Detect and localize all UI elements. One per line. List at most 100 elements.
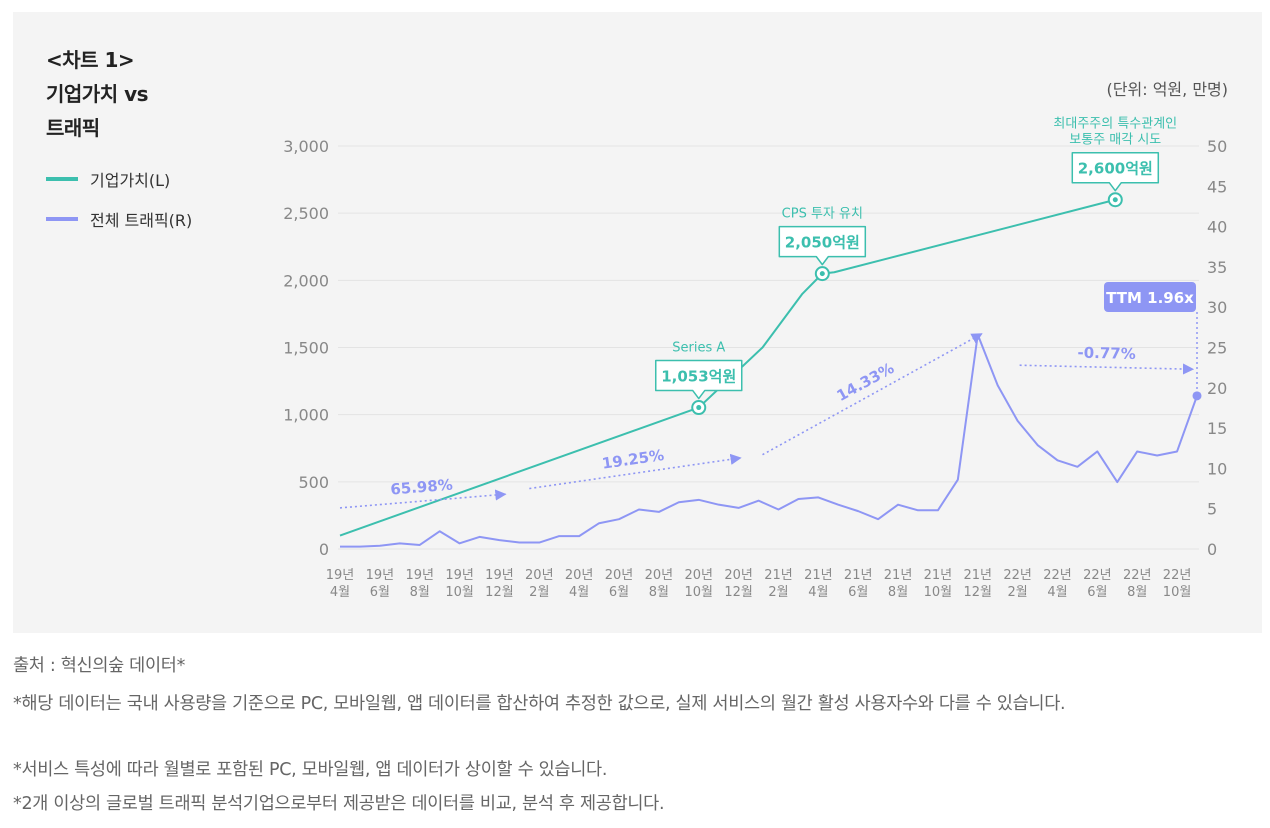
source-note: 출처 : 혁신의숲 데이터* bbox=[13, 656, 186, 676]
x-tick-label-month: 10월 bbox=[445, 585, 474, 600]
growth-label: 14.33% bbox=[834, 359, 897, 405]
valuation-marker-dot bbox=[1112, 197, 1118, 203]
traffic-end-point bbox=[1192, 391, 1202, 401]
x-tick-label-year: 20년 bbox=[684, 568, 713, 583]
x-tick-label-month: 2월 bbox=[529, 585, 549, 600]
valuation-label: 2,050억원 bbox=[785, 234, 860, 252]
valuation-label: 1,053억원 bbox=[661, 368, 736, 386]
y-left-tick-label: 500 bbox=[298, 473, 329, 492]
valuation-marker-dot bbox=[819, 271, 825, 277]
x-tick-label-month: 8월 bbox=[410, 585, 430, 600]
growth-arrow bbox=[529, 453, 742, 490]
y-right-tick-label: 20 bbox=[1207, 379, 1227, 398]
x-tick-label-year: 20년 bbox=[525, 568, 554, 583]
growth-arrow bbox=[762, 333, 983, 456]
y-left-tick-label: 2,000 bbox=[283, 271, 329, 290]
x-tick-label-year: 21년 bbox=[924, 568, 953, 583]
y-right-tick-label: 5 bbox=[1207, 500, 1217, 519]
x-tick-label-year: 21년 bbox=[884, 568, 913, 583]
valuation-callout bbox=[1071, 151, 1160, 192]
growth-arrow bbox=[1019, 363, 1195, 375]
ttm-badge bbox=[1104, 282, 1196, 312]
x-tick-label-year: 19년 bbox=[445, 568, 474, 583]
growth-label: 65.98% bbox=[390, 476, 454, 499]
legend-item-value: 기업가치(L) bbox=[46, 168, 170, 190]
x-tick-label-year: 20년 bbox=[645, 568, 674, 583]
chart-title-line2: 트래픽 bbox=[46, 116, 100, 140]
legend-swatch-traffic bbox=[46, 217, 78, 221]
x-tick-label-month: 8월 bbox=[888, 585, 908, 600]
x-tick-label-month: 12월 bbox=[724, 585, 753, 600]
x-tick-label-year: 21년 bbox=[964, 568, 993, 583]
x-tick-label-month: 6월 bbox=[609, 585, 629, 600]
x-tick-label-month: 10월 bbox=[684, 585, 713, 600]
x-tick-label-month: 10월 bbox=[1163, 585, 1192, 600]
y-left-tick-label: 2,500 bbox=[283, 204, 329, 223]
x-tick-label-month: 6월 bbox=[370, 585, 390, 600]
y-left-tick-label: 1,000 bbox=[283, 406, 329, 425]
x-tick-label-month: 12월 bbox=[964, 585, 993, 600]
valuation-label: 2,600억원 bbox=[1078, 160, 1153, 178]
x-tick-label-year: 22년 bbox=[1043, 568, 1072, 583]
traffic-series-line bbox=[340, 333, 1198, 548]
y-right-tick-label: 10 bbox=[1207, 459, 1227, 478]
x-tick-label-month: 8월 bbox=[649, 585, 669, 600]
chart-number: <차트 1> bbox=[46, 48, 135, 72]
x-tick-label-year: 19년 bbox=[405, 568, 434, 583]
legend-swatch-value bbox=[46, 177, 78, 181]
x-tick-label-month: 6월 bbox=[1087, 585, 1107, 600]
x-tick-label-year: 19년 bbox=[485, 568, 514, 583]
line-chart: 0 500 1,000 1,500 2,000 2,500 3,000 0 5 10 15 20 25 3… bbox=[283, 117, 1227, 600]
x-tick-label-month: 2월 bbox=[768, 585, 788, 600]
x-tick-label-year: 20년 bbox=[724, 568, 753, 583]
chart-title-line1: 기업가치 vs bbox=[46, 82, 149, 106]
x-tick-label-year: 22년 bbox=[1163, 568, 1192, 583]
chart-panel bbox=[13, 12, 1262, 633]
valuation-callout bbox=[654, 359, 743, 400]
x-tick-label-year: 22년 bbox=[1083, 568, 1112, 583]
growth-label: -0.77% bbox=[1077, 344, 1136, 363]
legend-label-traffic: 전체 트래픽(R) bbox=[90, 211, 193, 230]
y-right-tick-label: 15 bbox=[1207, 419, 1227, 438]
y-left-tick-label: 0 bbox=[319, 540, 329, 559]
ttm-badge-label: TTM 1.96x bbox=[1106, 289, 1194, 307]
y-right-tick-label: 35 bbox=[1207, 258, 1227, 277]
y-right-tick-label: 0 bbox=[1207, 540, 1217, 559]
x-tick-label-year: 22년 bbox=[1123, 568, 1152, 583]
y-right-tick-label: 50 bbox=[1207, 137, 1227, 156]
y-left-tick-label: 3,000 bbox=[283, 137, 329, 156]
growth-label: 19.25% bbox=[601, 446, 665, 473]
x-tick-label-year: 20년 bbox=[565, 568, 594, 583]
x-tick-label-month: 8월 bbox=[1127, 585, 1147, 600]
x-tick-label-year: 19년 bbox=[326, 568, 355, 583]
valuation-callout bbox=[778, 225, 867, 266]
x-tick-label-month: 4월 bbox=[1047, 585, 1067, 600]
footnote-1: *해당 데이터는 국내 사용량을 기준으로 PC, 모바일웹, 앱 데이터를 합… bbox=[13, 694, 1066, 714]
x-tick-label-month: 12월 bbox=[485, 585, 514, 600]
y-right-tick-label: 30 bbox=[1207, 298, 1227, 317]
x-tick-label-month: 4월 bbox=[808, 585, 828, 600]
valuation-caption: CPS 투자 유치 bbox=[782, 207, 863, 222]
footnote-3: *2개 이상의 글로벌 트래픽 분석기업으로부터 제공받은 데이터를 비교, 분… bbox=[13, 794, 665, 814]
legend-label-value: 기업가치(L) bbox=[90, 171, 171, 190]
y-right-tick-label: 40 bbox=[1207, 218, 1227, 237]
x-tick-label-month: 6월 bbox=[848, 585, 868, 600]
y-right-tick-label: 45 bbox=[1207, 177, 1227, 196]
x-tick-label-month: 4월 bbox=[330, 585, 350, 600]
x-tick-label-month: 4월 bbox=[569, 585, 589, 600]
x-tick-label-year: 19년 bbox=[366, 568, 395, 583]
x-tick-label-year: 20년 bbox=[605, 568, 634, 583]
x-tick-label-year: 22년 bbox=[1003, 568, 1032, 583]
x-tick-label-year: 21년 bbox=[844, 568, 873, 583]
x-tick-label-year: 21년 bbox=[764, 568, 793, 583]
valuation-marker-dot bbox=[696, 405, 702, 411]
y-right-tick-label: 25 bbox=[1207, 339, 1227, 358]
valuation-caption: 보통주 매각 시도 bbox=[1069, 133, 1161, 148]
valuation-caption: 최대주주의 특수관계인 bbox=[1053, 117, 1177, 132]
y-left-tick-label: 1,500 bbox=[283, 339, 329, 358]
x-tick-label-year: 21년 bbox=[804, 568, 833, 583]
footnote-2: *서비스 특성에 따라 월별로 포함된 PC, 모바일웹, 앱 데이터가 상이할… bbox=[13, 760, 608, 780]
legend-item-traffic: 전체 트래픽(R) bbox=[46, 208, 192, 230]
unit-label: (단위: 억원, 만명) bbox=[1106, 80, 1228, 99]
x-tick-label-month: 10월 bbox=[924, 585, 953, 600]
